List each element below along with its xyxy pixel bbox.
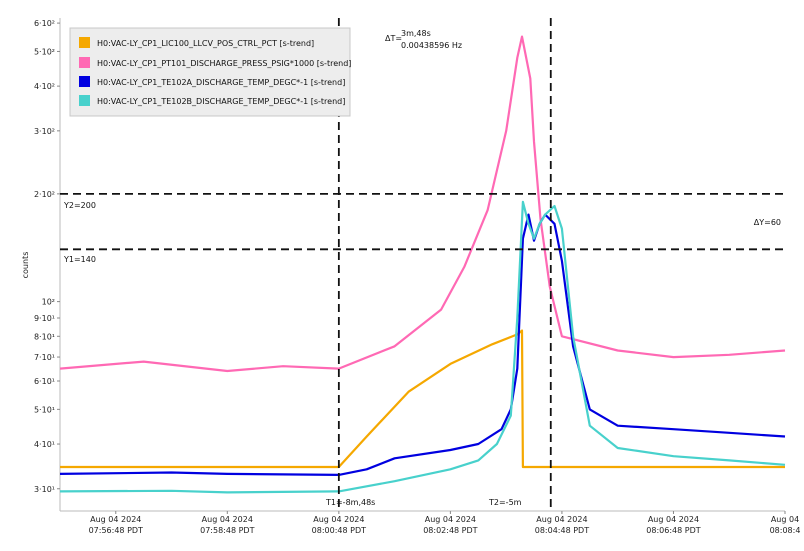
y-tick-label: 10² — [42, 298, 55, 307]
legend-label-1: H0:VAC-LY_CP1_PT101_DISCHARGE_PRESS_PSIG… — [97, 59, 351, 68]
x-ticks: Aug 04 2024 07:56:48 PDT Aug 04 2024 07:58:… — [89, 511, 801, 535]
y-tick-label: 3·10² — [34, 127, 55, 136]
delta-y-label: ΔY=60 — [754, 218, 781, 227]
delta-t-value: 3m,48s — [401, 29, 431, 38]
t1-cursor-label: T1=-8m,48s — [325, 498, 375, 507]
legend-label-3: H0:VAC-LY_CP1_TE102B_DISCHARGE_TEMP_DEGC… — [97, 97, 345, 106]
legend-swatch-1 — [79, 57, 90, 68]
legend-swatch-2 — [79, 76, 90, 87]
y-ticks: 3·10¹ 4·10¹ 5·10¹ 6·10¹ 7·10¹ 8·10¹ 9·10¹ 10² 2·… — [34, 19, 60, 494]
y2-cursor-label: Y2=200 — [63, 201, 96, 210]
x-tick-date: Aug 04 — [771, 515, 799, 524]
x-tick-time: 08:06:48 PDT — [646, 526, 700, 535]
x-tick-time: 07:58:48 PDT — [200, 526, 254, 535]
x-tick-time: 08:00:48 PDT — [312, 526, 366, 535]
series-line-2 — [59, 213, 786, 476]
delta-t-label: ΔT= — [385, 34, 402, 43]
x-tick-date: Aug 04 2024 — [648, 515, 699, 524]
legend-swatch-0 — [79, 37, 90, 48]
y-tick-label: 8·10¹ — [34, 332, 55, 341]
y-tick-label: 4·10² — [34, 82, 55, 91]
x-tick-date: Aug 04 2024 — [536, 515, 587, 524]
x-tick-time: 08:04:48 PDT — [535, 526, 589, 535]
x-tick-date: Aug 04 2024 — [313, 515, 364, 524]
legend-label-2: H0:VAC-LY_CP1_TE102A_DISCHARGE_TEMP_DEGC… — [97, 78, 345, 87]
y-tick-label: 5·10¹ — [34, 405, 55, 414]
x-tick-date: Aug 04 2024 — [90, 515, 141, 524]
y-tick-label: 6·10¹ — [34, 377, 55, 386]
y-tick-label: 4·10¹ — [34, 440, 55, 449]
y-tick-label: 2·10² — [34, 190, 55, 199]
x-tick-date: Aug 04 2024 — [425, 515, 476, 524]
series-line-3 — [59, 200, 786, 494]
x-tick-time: 07:56:48 PDT — [89, 526, 143, 535]
y-tick-label: 9·10¹ — [34, 314, 55, 323]
t2-cursor-label: T2=-5m — [488, 498, 522, 507]
y-tick-label: 5·10² — [34, 47, 55, 56]
x-tick-time: 08:08:4 — [770, 526, 801, 535]
x-tick-time: 08:02:48 PDT — [423, 526, 477, 535]
x-tick-date: Aug 04 2024 — [202, 515, 253, 524]
series-line-0 — [60, 329, 785, 469]
y-axis-label: counts — [21, 252, 30, 279]
series-layer — [59, 35, 786, 494]
y-tick-label: 7·10¹ — [34, 353, 55, 362]
y-tick-label: 3·10¹ — [34, 485, 55, 494]
legend: H0:VAC-LY_CP1_LIC100_LLCV_POS_CTRL_PCT [… — [69, 27, 351, 117]
legend-swatch-3 — [79, 95, 90, 106]
legend-box — [69, 27, 351, 117]
y1-cursor-label: Y1=140 — [63, 255, 96, 264]
delta-t-frequency: 0.00438596 Hz — [401, 41, 462, 50]
y-tick-label: 6·10² — [34, 19, 55, 28]
series-line-1 — [59, 35, 786, 373]
legend-label-0: H0:VAC-LY_CP1_LIC100_LLCV_POS_CTRL_PCT [… — [97, 39, 314, 48]
